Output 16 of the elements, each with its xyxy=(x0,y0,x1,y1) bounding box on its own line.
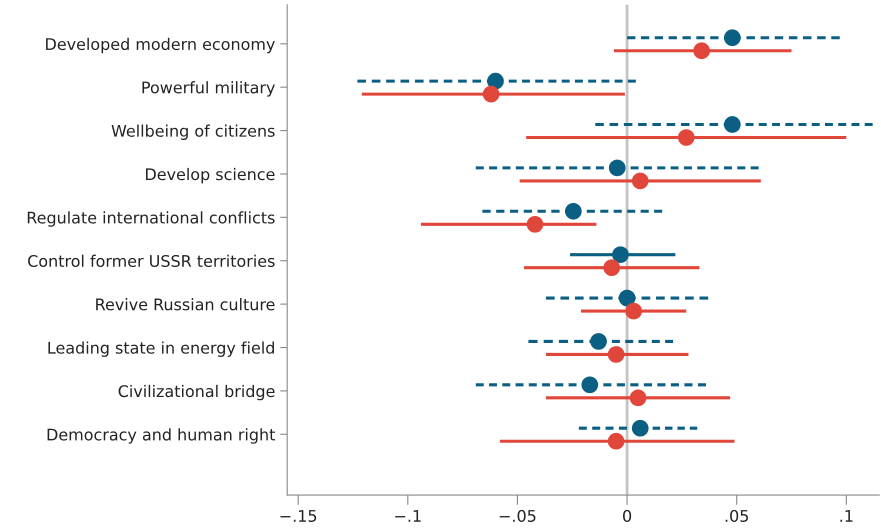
x-tick-label: .1 xyxy=(840,510,852,522)
y-tick-label: Civilizational bridge xyxy=(118,384,275,400)
y-tick-label: Leading state in energy field xyxy=(48,341,274,357)
x-tick-label: −.1 xyxy=(395,510,421,522)
x-tick-label: −.15 xyxy=(280,510,316,522)
y-tick-label: Regulate international conflicts xyxy=(28,211,275,227)
y-tick-label: Powerful military xyxy=(142,81,275,97)
y-tick-label: Democracy and human right xyxy=(48,428,276,444)
x-tick-label: .05 xyxy=(726,510,748,522)
x-tick-label: 0 xyxy=(623,510,632,522)
y-tick-label: Control former USSR territories xyxy=(28,254,275,268)
y-tick-label: Wellbeing of citizens xyxy=(112,124,275,140)
y-tick-label: Developed modern economy xyxy=(46,38,275,54)
y-tick-label: Develop science xyxy=(146,168,275,184)
x-tick-label: −.05 xyxy=(500,510,536,522)
y-tick-label: Revive Russian culture xyxy=(96,298,275,310)
